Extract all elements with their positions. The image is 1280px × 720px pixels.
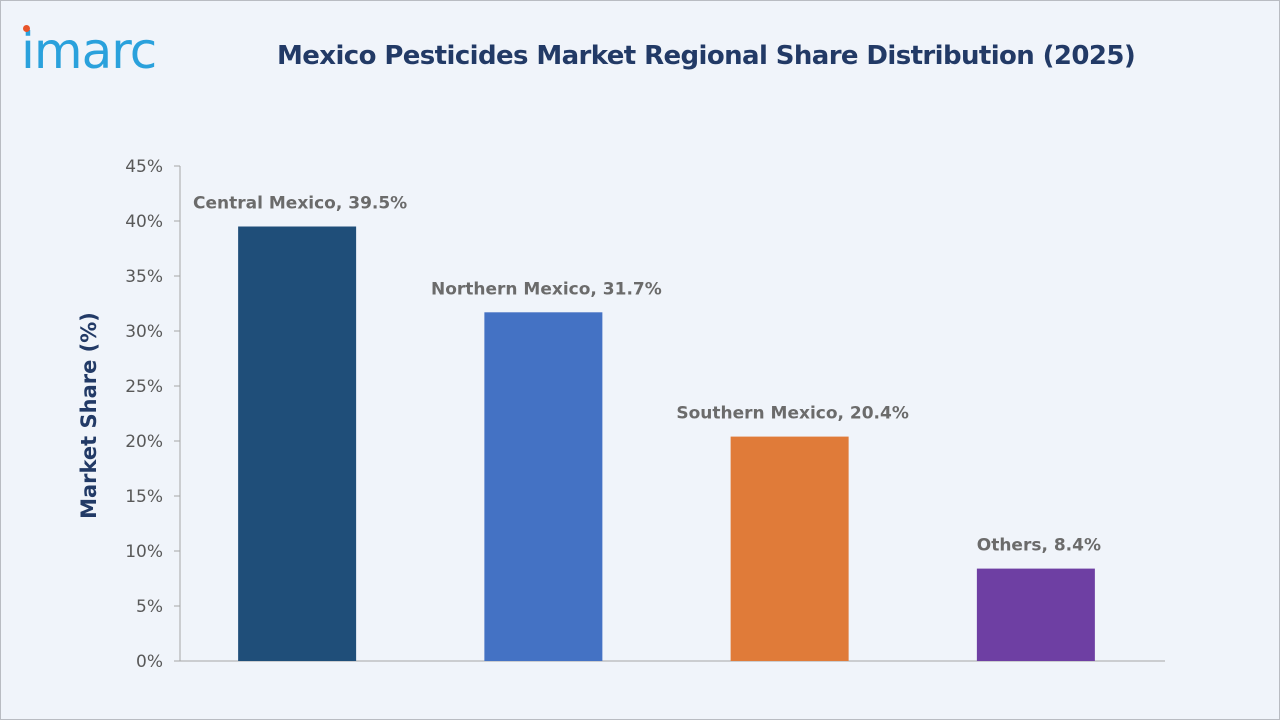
data-label: Others, 8.4% (977, 536, 1101, 556)
data-label: Central Mexico, 39.5% (193, 194, 407, 214)
logo-dot-icon (23, 25, 30, 32)
y-tick-label: 20% (125, 432, 163, 452)
y-tick-label: 30% (125, 322, 163, 342)
y-tick-label: 40% (125, 212, 163, 232)
chart-title: Mexico Pesticides Market Regional Share … (277, 41, 1136, 71)
y-tick-label: 10% (125, 542, 163, 562)
y-tick-label: 25% (125, 377, 163, 397)
y-axis-title: Market Share (%) (77, 312, 101, 519)
data-label: Northern Mexico, 31.7% (431, 279, 662, 299)
data-label: Southern Mexico, 20.4% (676, 404, 909, 424)
bar-southern-mexico (730, 436, 849, 661)
y-tick-label: 45% (125, 157, 163, 177)
bar-central-mexico (238, 226, 357, 661)
imarc-logo: imarc (21, 23, 203, 79)
bar-northern-mexico (484, 312, 603, 661)
y-tick-label: 0% (136, 652, 163, 672)
y-tick-label: 35% (125, 267, 163, 287)
bar-others (976, 568, 1095, 661)
logo-text: imarc (21, 22, 157, 80)
y-tick-label: 15% (125, 487, 163, 507)
y-tick-label: 5% (136, 597, 163, 617)
